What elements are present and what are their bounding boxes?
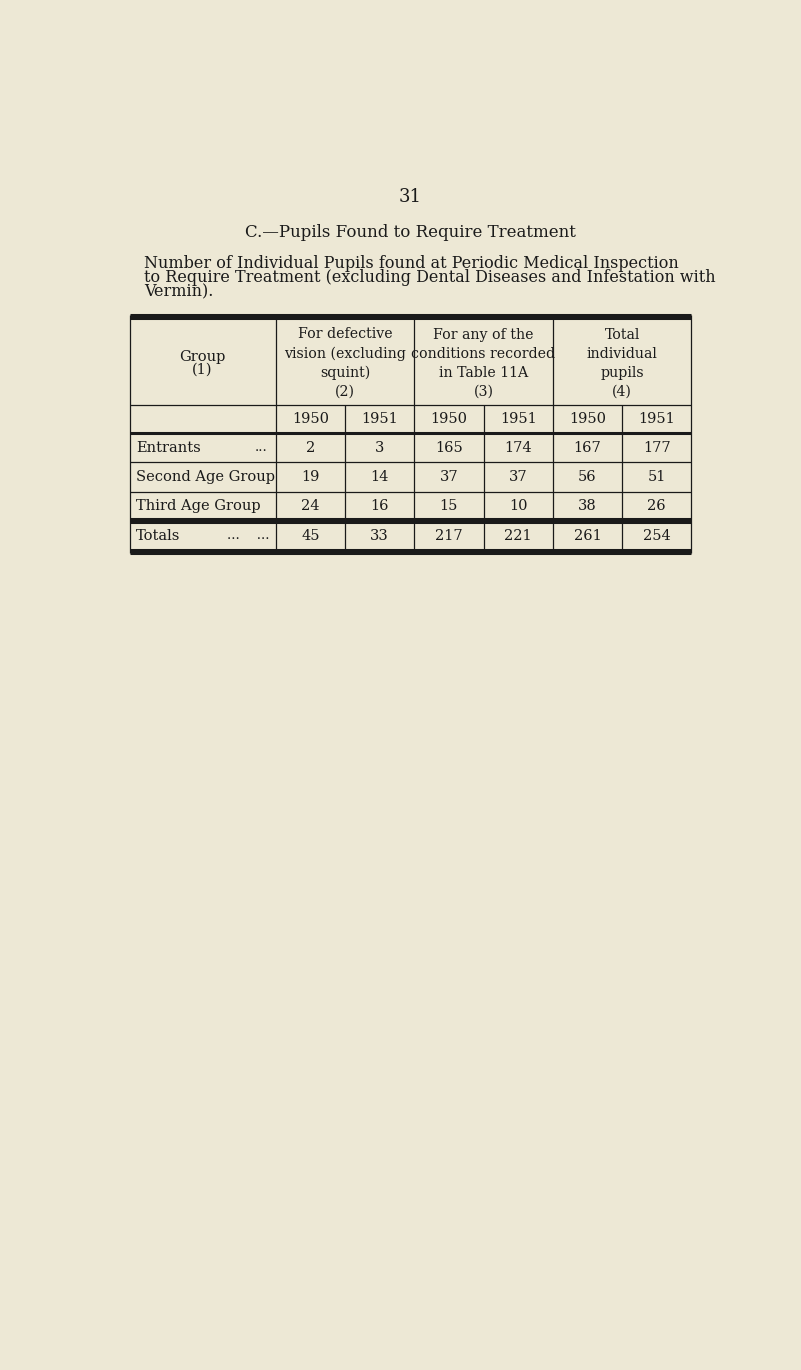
Text: Vermin).: Vermin). [144, 284, 214, 300]
Text: 1951: 1951 [500, 412, 537, 426]
Text: 15: 15 [440, 499, 458, 514]
Text: C.—Pupils Found to Require Treatment: C.—Pupils Found to Require Treatment [245, 223, 576, 241]
Text: 254: 254 [643, 529, 670, 543]
Text: 51: 51 [648, 470, 666, 484]
Text: 1950: 1950 [430, 412, 468, 426]
Text: 221: 221 [505, 529, 532, 543]
Text: Group: Group [179, 349, 226, 364]
Text: 45: 45 [301, 529, 320, 543]
Text: 38: 38 [578, 499, 597, 514]
Text: 24: 24 [301, 499, 320, 514]
Text: 31: 31 [399, 188, 422, 206]
Text: Third Age Group: Third Age Group [136, 499, 260, 514]
Text: 177: 177 [643, 441, 670, 455]
Text: 56: 56 [578, 470, 597, 484]
Text: 3: 3 [375, 441, 384, 455]
Text: 10: 10 [509, 499, 527, 514]
Text: to Require Treatment (excluding Dental Diseases and Infestation with: to Require Treatment (excluding Dental D… [144, 269, 716, 286]
Text: 37: 37 [509, 470, 528, 484]
Text: 1950: 1950 [569, 412, 606, 426]
Text: 167: 167 [574, 441, 602, 455]
Text: 217: 217 [435, 529, 463, 543]
Text: 261: 261 [574, 529, 602, 543]
Text: 1950: 1950 [292, 412, 329, 426]
Text: 1951: 1951 [638, 412, 675, 426]
Text: 1951: 1951 [361, 412, 398, 426]
Text: Totals: Totals [136, 529, 180, 543]
Text: 14: 14 [370, 470, 388, 484]
Text: (1): (1) [192, 362, 213, 377]
Text: 174: 174 [505, 441, 532, 455]
Text: For any of the
conditions recorded
in Table 11A
(3): For any of the conditions recorded in Ta… [412, 327, 556, 399]
Text: Second Age Group: Second Age Group [136, 470, 275, 484]
Text: Total
individual
pupils
(4): Total individual pupils (4) [586, 327, 658, 399]
Text: 33: 33 [370, 529, 389, 543]
Text: 19: 19 [301, 470, 320, 484]
Text: 37: 37 [440, 470, 458, 484]
Text: 165: 165 [435, 441, 463, 455]
Text: Entrants: Entrants [136, 441, 200, 455]
Text: 16: 16 [370, 499, 388, 514]
Text: 2: 2 [306, 441, 315, 455]
Text: For defective
vision (excluding
squint)
(2): For defective vision (excluding squint) … [284, 327, 406, 399]
Text: 26: 26 [647, 499, 666, 514]
Text: ...    ...: ... ... [227, 529, 269, 543]
Text: Number of Individual Pupils found at Periodic Medical Inspection: Number of Individual Pupils found at Per… [144, 255, 679, 273]
Text: ...: ... [256, 441, 268, 455]
